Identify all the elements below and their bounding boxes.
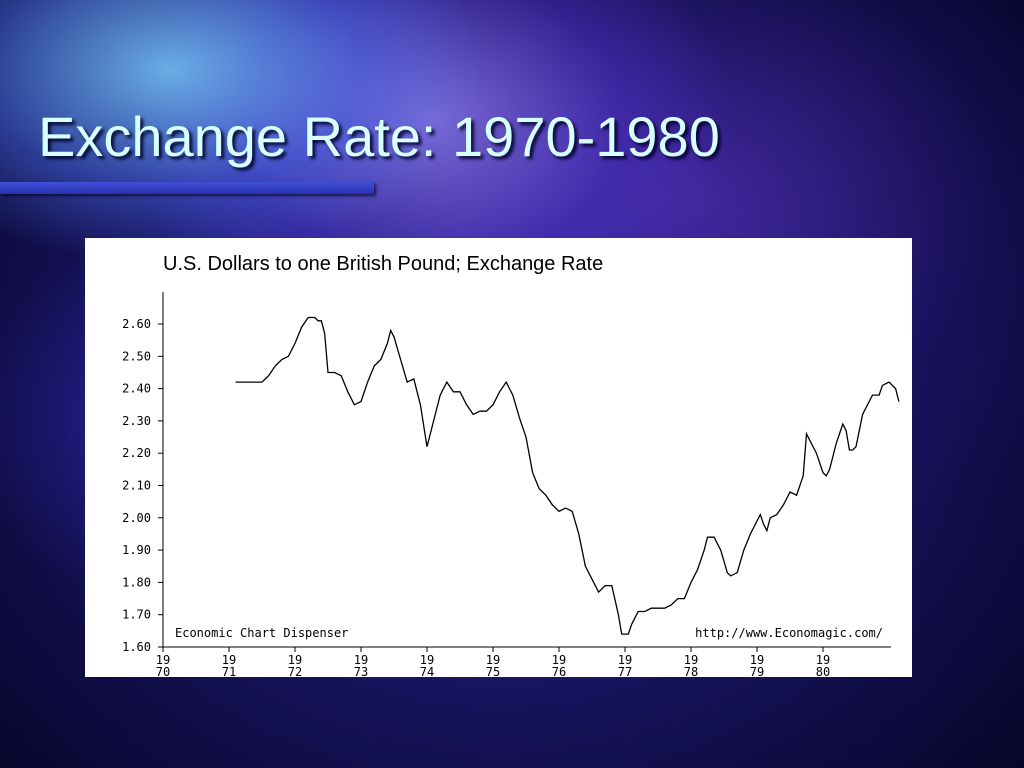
y-tick-label: 2.40 bbox=[122, 382, 151, 396]
y-tick-label: 2.50 bbox=[122, 349, 151, 363]
title-underline bbox=[0, 182, 374, 194]
x-tick-label-century: 19 bbox=[354, 653, 368, 667]
y-tick-label: 2.10 bbox=[122, 479, 151, 493]
y-tick-label: 1.70 bbox=[122, 608, 151, 622]
x-tick-label-year: 78 bbox=[684, 665, 698, 677]
x-tick-label-year: 71 bbox=[222, 665, 236, 677]
y-tick-label: 1.60 bbox=[122, 640, 151, 654]
y-tick-label: 2.00 bbox=[122, 511, 151, 525]
x-tick-label-year: 76 bbox=[552, 665, 566, 677]
y-tick-label: 1.90 bbox=[122, 543, 151, 557]
x-tick-label-year: 75 bbox=[486, 665, 500, 677]
x-tick-label-century: 19 bbox=[222, 653, 236, 667]
source-label-left: Economic Chart Dispenser bbox=[175, 626, 348, 640]
x-tick-label-century: 19 bbox=[750, 653, 764, 667]
series-line bbox=[235, 316, 900, 635]
x-tick-label-century: 19 bbox=[618, 653, 632, 667]
x-tick-label-year: 70 bbox=[156, 665, 170, 677]
chart-panel: U.S. Dollars to one British Pound; Excha… bbox=[85, 238, 912, 677]
x-tick-label-century: 19 bbox=[552, 653, 566, 667]
y-tick-label: 2.20 bbox=[122, 446, 151, 460]
x-tick-label-century: 19 bbox=[288, 653, 302, 667]
y-ticks: 1.60 1.70 1.80 1.90 2.00 2.10 2.20 2.30 2.40 2.50… bbox=[122, 317, 163, 654]
x-ticks: 1970197119721973197419751976197719781979… bbox=[156, 647, 830, 677]
x-tick-label-year: 74 bbox=[420, 665, 434, 677]
x-tick-label-century: 19 bbox=[684, 653, 698, 667]
x-tick-label-century: 19 bbox=[156, 653, 170, 667]
slide-title: Exchange Rate: 1970-1980 bbox=[38, 105, 720, 168]
exchange-rate-chart: U.S. Dollars to one British Pound; Excha… bbox=[122, 253, 900, 677]
chart-title: U.S. Dollars to one British Pound; Excha… bbox=[163, 253, 603, 275]
y-tick-label: 2.30 bbox=[122, 414, 151, 428]
y-tick-label: 2.60 bbox=[122, 317, 151, 331]
x-tick-label-century: 19 bbox=[420, 653, 434, 667]
y-tick-label: 1.80 bbox=[122, 575, 151, 589]
x-tick-label-century: 19 bbox=[816, 653, 830, 667]
x-tick-label-year: 77 bbox=[618, 665, 632, 677]
x-tick-label-year: 73 bbox=[354, 665, 368, 677]
source-label-right: http://www.Economagic.com/ bbox=[695, 626, 883, 640]
x-tick-label-year: 80 bbox=[816, 665, 830, 677]
x-tick-label-year: 79 bbox=[750, 665, 764, 677]
x-tick-label-century: 19 bbox=[486, 653, 500, 667]
x-tick-label-year: 72 bbox=[288, 665, 302, 677]
